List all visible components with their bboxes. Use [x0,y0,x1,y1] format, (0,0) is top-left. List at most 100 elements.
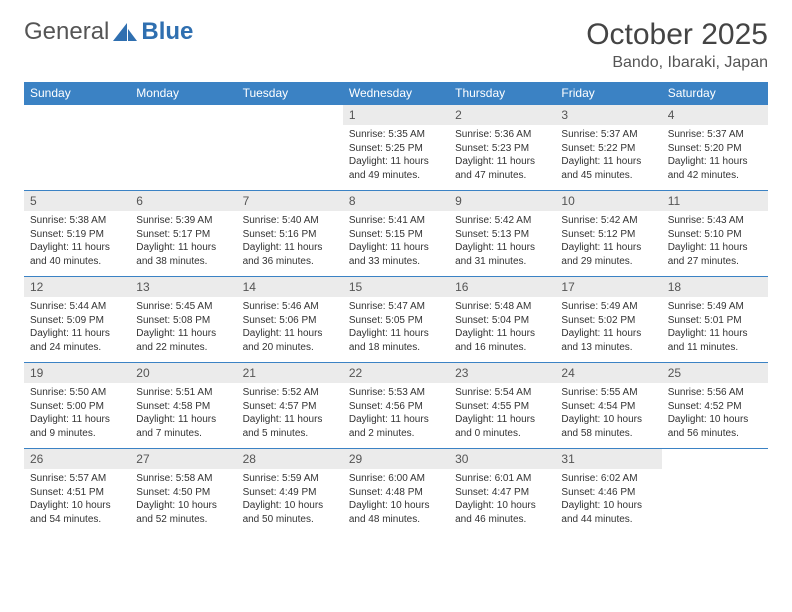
calendar-day-cell: 6Sunrise: 5:39 AMSunset: 5:17 PMDaylight… [130,191,236,277]
day-sun-info: Sunrise: 6:00 AMSunset: 4:48 PMDaylight:… [343,469,449,530]
day-sun-info: Sunrise: 6:01 AMSunset: 4:47 PMDaylight:… [449,469,555,530]
calendar-day-cell: 13Sunrise: 5:45 AMSunset: 5:08 PMDayligh… [130,277,236,363]
day-sun-info: Sunrise: 5:55 AMSunset: 4:54 PMDaylight:… [555,383,661,444]
calendar-day-cell: 29Sunrise: 6:00 AMSunset: 4:48 PMDayligh… [343,449,449,535]
day-number: 12 [24,277,130,297]
day-number: 20 [130,363,236,383]
day-sun-info: Sunrise: 5:56 AMSunset: 4:52 PMDaylight:… [662,383,768,444]
day-number: 9 [449,191,555,211]
day-sun-info: Sunrise: 5:47 AMSunset: 5:05 PMDaylight:… [343,297,449,358]
day-sun-info: Sunrise: 5:49 AMSunset: 5:02 PMDaylight:… [555,297,661,358]
day-sun-info: Sunrise: 5:38 AMSunset: 5:19 PMDaylight:… [24,211,130,272]
day-number: 10 [555,191,661,211]
day-sun-info: Sunrise: 5:50 AMSunset: 5:00 PMDaylight:… [24,383,130,444]
day-sun-info: Sunrise: 5:57 AMSunset: 4:51 PMDaylight:… [24,469,130,530]
day-sun-info: Sunrise: 5:48 AMSunset: 5:04 PMDaylight:… [449,297,555,358]
calendar-day-cell: 3Sunrise: 5:37 AMSunset: 5:22 PMDaylight… [555,105,661,191]
title-block: October 2025 Bando, Ibaraki, Japan [586,18,768,72]
month-title: October 2025 [586,18,768,52]
day-sun-info: Sunrise: 5:43 AMSunset: 5:10 PMDaylight:… [662,211,768,272]
day-number: 16 [449,277,555,297]
day-sun-info: Sunrise: 5:59 AMSunset: 4:49 PMDaylight:… [237,469,343,530]
day-number: 4 [662,105,768,125]
calendar-day-cell: 16Sunrise: 5:48 AMSunset: 5:04 PMDayligh… [449,277,555,363]
calendar-day-cell: 31Sunrise: 6:02 AMSunset: 4:46 PMDayligh… [555,449,661,535]
calendar-day-cell: 10Sunrise: 5:42 AMSunset: 5:12 PMDayligh… [555,191,661,277]
day-number: 27 [130,449,236,469]
day-number: 15 [343,277,449,297]
calendar-day-cell: 21Sunrise: 5:52 AMSunset: 4:57 PMDayligh… [237,363,343,449]
calendar-day-cell: 30Sunrise: 6:01 AMSunset: 4:47 PMDayligh… [449,449,555,535]
day-sun-info: Sunrise: 5:58 AMSunset: 4:50 PMDaylight:… [130,469,236,530]
weekday-header: Saturday [662,82,768,105]
day-number: 30 [449,449,555,469]
calendar-day-cell: 26Sunrise: 5:57 AMSunset: 4:51 PMDayligh… [24,449,130,535]
day-sun-info: Sunrise: 5:46 AMSunset: 5:06 PMDaylight:… [237,297,343,358]
day-number: 24 [555,363,661,383]
weekday-header: Monday [130,82,236,105]
day-number: 6 [130,191,236,211]
day-number: 23 [449,363,555,383]
day-number: 1 [343,105,449,125]
location: Bando, Ibaraki, Japan [586,54,768,72]
day-sun-info: Sunrise: 6:02 AMSunset: 4:46 PMDaylight:… [555,469,661,530]
calendar-day-cell: 19Sunrise: 5:50 AMSunset: 5:00 PMDayligh… [24,363,130,449]
calendar-day-cell: 23Sunrise: 5:54 AMSunset: 4:55 PMDayligh… [449,363,555,449]
logo: General Blue [24,18,193,46]
calendar-week-row: 26Sunrise: 5:57 AMSunset: 4:51 PMDayligh… [24,449,768,535]
day-number: 14 [237,277,343,297]
calendar-day-cell: 24Sunrise: 5:55 AMSunset: 4:54 PMDayligh… [555,363,661,449]
day-number: 19 [24,363,130,383]
day-number [130,105,236,111]
calendar-day-cell: 22Sunrise: 5:53 AMSunset: 4:56 PMDayligh… [343,363,449,449]
calendar-week-row: 19Sunrise: 5:50 AMSunset: 5:00 PMDayligh… [24,363,768,449]
day-sun-info: Sunrise: 5:37 AMSunset: 5:22 PMDaylight:… [555,125,661,186]
day-sun-info: Sunrise: 5:52 AMSunset: 4:57 PMDaylight:… [237,383,343,444]
day-number [237,105,343,111]
calendar-day-cell: 2Sunrise: 5:36 AMSunset: 5:23 PMDaylight… [449,105,555,191]
day-sun-info: Sunrise: 5:36 AMSunset: 5:23 PMDaylight:… [449,125,555,186]
day-sun-info: Sunrise: 5:40 AMSunset: 5:16 PMDaylight:… [237,211,343,272]
day-number: 11 [662,191,768,211]
day-number: 21 [237,363,343,383]
day-number: 26 [24,449,130,469]
weekday-header: Friday [555,82,661,105]
day-sun-info: Sunrise: 5:54 AMSunset: 4:55 PMDaylight:… [449,383,555,444]
calendar-day-cell: 20Sunrise: 5:51 AMSunset: 4:58 PMDayligh… [130,363,236,449]
header: General Blue October 2025 Bando, Ibaraki… [24,18,768,72]
calendar-day-cell: 25Sunrise: 5:56 AMSunset: 4:52 PMDayligh… [662,363,768,449]
calendar-day-cell: 9Sunrise: 5:42 AMSunset: 5:13 PMDaylight… [449,191,555,277]
day-sun-info: Sunrise: 5:39 AMSunset: 5:17 PMDaylight:… [130,211,236,272]
calendar-day-cell: 28Sunrise: 5:59 AMSunset: 4:49 PMDayligh… [237,449,343,535]
day-number: 18 [662,277,768,297]
logo-sail-icon [113,23,137,41]
calendar-day-cell: 15Sunrise: 5:47 AMSunset: 5:05 PMDayligh… [343,277,449,363]
calendar-week-row: 5Sunrise: 5:38 AMSunset: 5:19 PMDaylight… [24,191,768,277]
calendar-day-cell [24,105,130,191]
calendar-body: 1Sunrise: 5:35 AMSunset: 5:25 PMDaylight… [24,105,768,535]
day-sun-info: Sunrise: 5:35 AMSunset: 5:25 PMDaylight:… [343,125,449,186]
calendar-week-row: 12Sunrise: 5:44 AMSunset: 5:09 PMDayligh… [24,277,768,363]
calendar-day-cell [130,105,236,191]
calendar-day-cell: 4Sunrise: 5:37 AMSunset: 5:20 PMDaylight… [662,105,768,191]
weekday-header: Thursday [449,82,555,105]
calendar-day-cell: 5Sunrise: 5:38 AMSunset: 5:19 PMDaylight… [24,191,130,277]
calendar-day-cell: 12Sunrise: 5:44 AMSunset: 5:09 PMDayligh… [24,277,130,363]
weekday-header: Tuesday [237,82,343,105]
weekday-header: Sunday [24,82,130,105]
day-number: 28 [237,449,343,469]
day-number: 2 [449,105,555,125]
day-number: 7 [237,191,343,211]
day-number: 8 [343,191,449,211]
day-sun-info: Sunrise: 5:45 AMSunset: 5:08 PMDaylight:… [130,297,236,358]
day-sun-info: Sunrise: 5:41 AMSunset: 5:15 PMDaylight:… [343,211,449,272]
day-sun-info: Sunrise: 5:53 AMSunset: 4:56 PMDaylight:… [343,383,449,444]
day-sun-info: Sunrise: 5:37 AMSunset: 5:20 PMDaylight:… [662,125,768,186]
day-number: 31 [555,449,661,469]
calendar-day-cell: 7Sunrise: 5:40 AMSunset: 5:16 PMDaylight… [237,191,343,277]
calendar-day-cell: 1Sunrise: 5:35 AMSunset: 5:25 PMDaylight… [343,105,449,191]
calendar-day-cell: 11Sunrise: 5:43 AMSunset: 5:10 PMDayligh… [662,191,768,277]
calendar-day-cell: 14Sunrise: 5:46 AMSunset: 5:06 PMDayligh… [237,277,343,363]
day-number: 5 [24,191,130,211]
logo-text-1: General [24,18,109,46]
